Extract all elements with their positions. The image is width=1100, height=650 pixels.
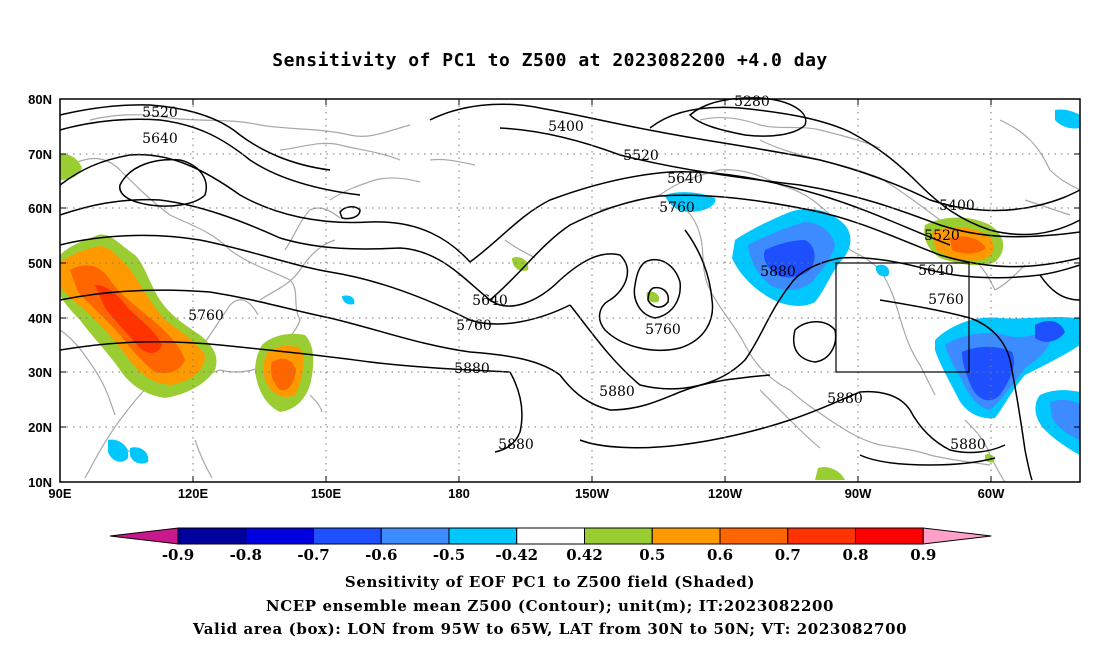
- map-background: [60, 99, 1080, 482]
- lon-label: 120E: [178, 486, 209, 501]
- contour-label: 5520: [142, 105, 178, 121]
- colorbar-label: -0.6: [365, 546, 397, 564]
- contour-label: 5760: [659, 200, 695, 216]
- lon-label: 180: [448, 486, 470, 501]
- colorbar-label: 0.9: [910, 546, 936, 564]
- colorbar-segment: [855, 527, 924, 545]
- contour-label: 5520: [623, 148, 659, 164]
- colorbar-label: 0.7: [775, 546, 801, 564]
- lat-label: 30N: [28, 365, 52, 380]
- lat-label: 20N: [28, 420, 52, 435]
- lat-label: 60N: [28, 201, 52, 216]
- colorbar-segment: [177, 527, 247, 545]
- colorbar-low-end: [109, 527, 179, 545]
- colorbar: -0.9 -0.8 -0.7 -0.6 -0.5 -0.42 0.42 0.5 0.6 0.7 0.…: [109, 527, 992, 564]
- z500-contours: [59, 97, 1081, 481]
- map-border: [59, 98, 1081, 483]
- contour-label: 5880: [827, 391, 863, 407]
- lon-label: 90W: [845, 486, 872, 501]
- caption-line-2: NCEP ensemble mean Z500 (Contour); unit(…: [265, 597, 835, 615]
- contour-label: 5280: [734, 94, 770, 110]
- contour-label: 5520: [924, 228, 960, 244]
- latitude-labels: 80N 70N 60N 50N 40N 30N 20N 10N: [28, 92, 52, 490]
- contour-label: 5760: [645, 322, 681, 338]
- lat-label: 50N: [28, 256, 52, 271]
- lon-label: 150W: [575, 486, 610, 501]
- colorbar-label: 0.8: [842, 546, 868, 564]
- lat-label: 70N: [28, 147, 52, 162]
- contour-label: 5880: [760, 264, 796, 280]
- lat-label: 10N: [28, 475, 52, 490]
- contour-label: 5640: [667, 171, 703, 187]
- colorbar-segment: [584, 527, 653, 545]
- valid-area-box: [835, 262, 970, 373]
- contour-label: 5880: [498, 437, 534, 453]
- contour-label: 5640: [142, 131, 178, 147]
- axis-ticks: [60, 99, 1080, 482]
- lon-label: 90E: [48, 486, 71, 501]
- contour-label: 5760: [456, 318, 492, 334]
- colorbar-label: -0.5: [433, 546, 465, 564]
- colorbar-label: 0.42: [566, 546, 603, 564]
- colorbar-segment: [787, 527, 856, 545]
- colorbar-segment: [245, 527, 314, 545]
- contour-label: 5760: [928, 292, 964, 308]
- colorbar-segment: [380, 527, 450, 545]
- colorbar-label: 0.5: [639, 546, 665, 564]
- longitude-labels: 90E 120E 150E 180 150W 120W 90W 60W: [48, 486, 1005, 501]
- contour-label: 5880: [454, 361, 490, 377]
- colorbar-label: -0.8: [230, 546, 262, 564]
- lon-label: 150E: [311, 486, 342, 501]
- colorbar-segment: [516, 527, 585, 545]
- colorbar-label: -0.42: [495, 546, 538, 564]
- contour-label: 5880: [599, 384, 635, 400]
- contour-label: 5640: [472, 293, 508, 309]
- contour-label: 5880: [950, 437, 986, 453]
- lat-label: 80N: [28, 92, 52, 107]
- colorbar-high-end: [922, 527, 992, 545]
- caption-line-3: Valid area (box): LON from 95W to 65W, L…: [192, 620, 908, 638]
- contour-label: 5760: [188, 308, 224, 324]
- colorbar-label: 0.6: [707, 546, 733, 564]
- colorbar-segment: [313, 527, 382, 545]
- colorbar-segment: [719, 527, 789, 545]
- colorbar-label: -0.9: [162, 546, 194, 564]
- contour-labels: 5280 5400 5520 5640 5760 5880 5520 5640 …: [142, 94, 986, 453]
- contour-label: 5640: [918, 263, 954, 279]
- colorbar-segment: [651, 527, 721, 545]
- colorbar-label: -0.7: [297, 546, 329, 564]
- graticule: [60, 99, 1080, 482]
- lon-label: 120W: [708, 486, 743, 501]
- lon-label: 60W: [978, 486, 1005, 501]
- contour-label: 5400: [939, 198, 975, 214]
- contour-label: 5400: [548, 119, 584, 135]
- colorbar-segment: [448, 527, 518, 545]
- lat-label: 40N: [28, 311, 52, 326]
- chart-title: Sensitivity of PC1 to Z500 at 2023082200…: [272, 50, 828, 71]
- caption-line-1: Sensitivity of EOF PC1 to Z500 field (Sh…: [344, 573, 756, 591]
